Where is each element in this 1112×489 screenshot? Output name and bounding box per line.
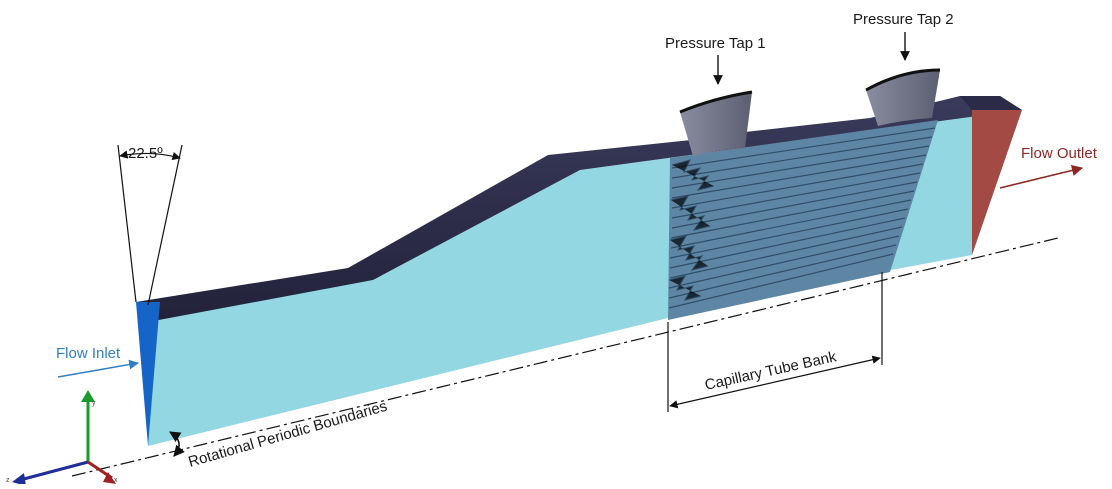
rotation-axis-line	[71, 237, 1059, 477]
periodic-boundary-curved-arrow	[169, 431, 185, 457]
flow-inlet-arrow	[57, 359, 139, 378]
pressure-tap-1-body	[679, 90, 753, 156]
angle-label: 22.5º	[128, 145, 163, 162]
flow-outlet-label: Flow Outlet	[1021, 145, 1098, 162]
axes-triad: y z x	[6, 390, 118, 486]
outlet-face	[972, 110, 1022, 255]
y-axis-label: y	[92, 400, 96, 407]
pressure-tap-1-label: Pressure Tap 1	[665, 35, 766, 52]
pressure-tap-2-body	[865, 68, 941, 126]
angle-indicator	[117, 144, 183, 306]
pressure-tap-2-label: Pressure Tap 2	[853, 11, 954, 28]
top-surface	[136, 96, 1022, 322]
z-axis-label: z	[6, 477, 10, 484]
flow-inlet-label: Flow Inlet	[56, 345, 121, 362]
capillary-tube-bank-label: Capillary Tube Bank	[703, 348, 838, 394]
capillary-tube-bank-dimension	[667, 272, 883, 412]
flow-outlet-arrow	[999, 164, 1084, 189]
z-axis-arrow	[19, 460, 89, 482]
x-axis-label: x	[114, 477, 118, 484]
inlet-face	[136, 302, 160, 446]
capillary-tube-bank-region	[668, 120, 938, 320]
